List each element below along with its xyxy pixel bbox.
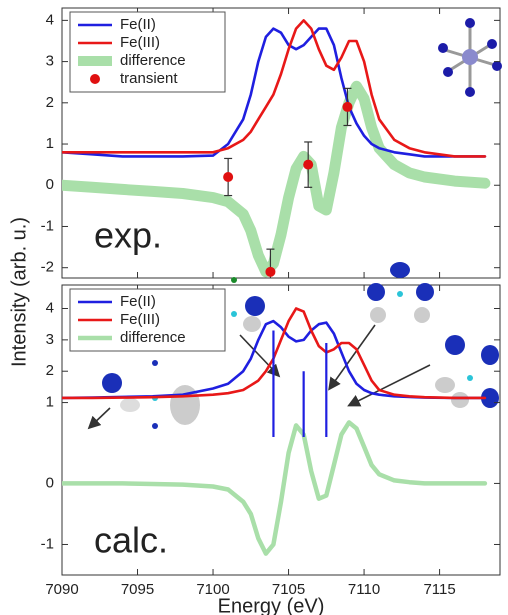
- series-line: [62, 19, 487, 158]
- x-tick-label: 7105: [272, 581, 305, 598]
- annotation: exp.: [94, 215, 162, 256]
- series-line: [62, 319, 487, 400]
- y-tick-label: 0: [46, 474, 54, 491]
- series-line: [62, 27, 487, 158]
- x-tick-label: 7110: [348, 581, 380, 598]
- arrows: [87, 324, 431, 430]
- y-tick-label: -2: [41, 259, 54, 276]
- legend-label: Fe(III): [120, 34, 160, 51]
- legend-marker: [90, 74, 100, 84]
- legend-label: Fe(III): [120, 311, 160, 328]
- transient-point: [265, 266, 276, 277]
- transient-point: [223, 172, 234, 183]
- bottom-frame: [61, 284, 501, 576]
- transient-point: [303, 159, 314, 170]
- legend-label: difference: [120, 52, 186, 69]
- legend-label: transient: [120, 70, 178, 87]
- annotation: calc.: [94, 520, 168, 561]
- y-tick-label: -1: [41, 217, 54, 234]
- x-axis-label: Energy (eV): [218, 595, 325, 615]
- y-tick-label: 2: [46, 94, 54, 111]
- y-tick-label: 3: [46, 53, 54, 70]
- legend-label: Fe(II): [120, 16, 156, 33]
- y-tick-label: 2: [46, 362, 54, 379]
- molecule-exp: [438, 18, 502, 97]
- transient-point: [342, 101, 353, 112]
- x-tick-label: 7100: [196, 581, 229, 598]
- y-tick-label: 3: [46, 331, 54, 348]
- y-tick-label: 4: [46, 299, 54, 316]
- series-line: [62, 307, 487, 400]
- legend-label: difference: [120, 329, 186, 346]
- orbital-3: [367, 262, 434, 323]
- y-tick-label: 1: [46, 135, 54, 152]
- legend-label: Fe(II): [120, 293, 156, 310]
- y-tick-label: 4: [46, 11, 54, 28]
- plot-area: [62, 19, 491, 278]
- y-tick-label: -1: [41, 535, 54, 552]
- x-tick-label: 7090: [45, 581, 78, 598]
- y-axis-label: Intensity (arb. u.): [8, 217, 30, 367]
- y-tick-label: 1: [46, 394, 54, 411]
- top-frame: [61, 7, 501, 279]
- x-tick-label: 7115: [423, 581, 455, 598]
- plot-area: [62, 307, 488, 556]
- x-tick-label: 7095: [121, 581, 154, 598]
- orbital-4: [435, 335, 499, 408]
- y-tick-label: 0: [46, 176, 54, 193]
